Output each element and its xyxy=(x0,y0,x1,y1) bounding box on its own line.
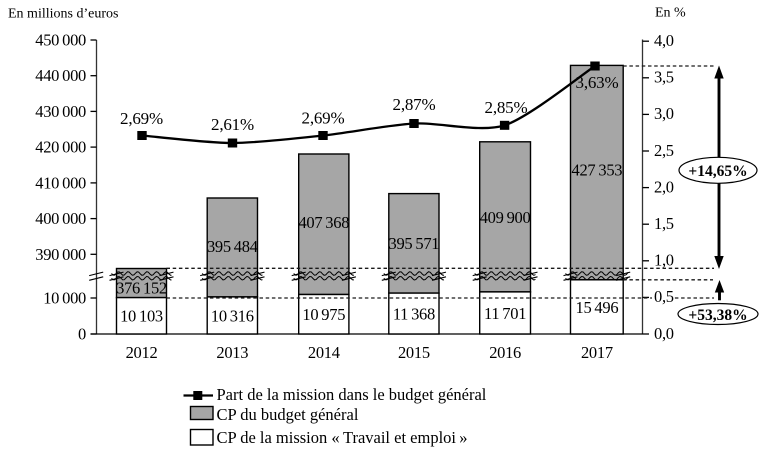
svg-text:450 000: 450 000 xyxy=(35,31,86,50)
svg-text:2,61%: 2,61% xyxy=(211,115,254,134)
svg-text:En %: En % xyxy=(655,6,686,21)
svg-text:CP de la mission « Travail et: CP de la mission « Travail et emploi » xyxy=(217,428,468,447)
svg-text:2,69%: 2,69% xyxy=(120,109,163,128)
svg-text:430 000: 430 000 xyxy=(35,102,86,121)
svg-text:4,0: 4,0 xyxy=(654,31,674,50)
svg-text:3,5: 3,5 xyxy=(654,68,674,87)
svg-text:10 103: 10 103 xyxy=(120,307,163,326)
svg-text:3,63%: 3,63% xyxy=(576,73,619,92)
svg-text:0,5: 0,5 xyxy=(654,287,674,306)
svg-text:2016: 2016 xyxy=(489,343,521,362)
svg-text:11 368: 11 368 xyxy=(393,304,435,323)
svg-text:10 316: 10 316 xyxy=(211,306,254,325)
svg-text:2015: 2015 xyxy=(398,343,430,362)
svg-text:15 496: 15 496 xyxy=(576,298,619,317)
svg-text:409 900: 409 900 xyxy=(480,208,531,227)
svg-text:427 353: 427 353 xyxy=(572,161,623,180)
svg-text:420 000: 420 000 xyxy=(35,138,86,157)
svg-text:2,0: 2,0 xyxy=(654,177,674,196)
svg-text:Part de la mission dans le bud: Part de la mission dans le budget généra… xyxy=(217,385,487,404)
svg-text:395 484: 395 484 xyxy=(207,237,258,256)
svg-text:400 000: 400 000 xyxy=(35,209,86,228)
svg-text:2,87%: 2,87% xyxy=(393,95,436,114)
svg-text:En millions d’euros: En millions d’euros xyxy=(8,7,118,22)
svg-text:2013: 2013 xyxy=(216,343,248,362)
svg-text:395 571: 395 571 xyxy=(389,234,440,253)
svg-text:407 368: 407 368 xyxy=(298,213,349,232)
svg-text:0: 0 xyxy=(78,325,86,344)
svg-text:10 975: 10 975 xyxy=(302,305,345,324)
svg-text:1,0: 1,0 xyxy=(654,251,674,270)
svg-text:376 152: 376 152 xyxy=(116,279,167,298)
svg-text:3,0: 3,0 xyxy=(654,104,674,123)
svg-text:2,85%: 2,85% xyxy=(485,98,528,117)
svg-text:10 000: 10 000 xyxy=(43,289,86,308)
svg-text:0,0: 0,0 xyxy=(654,324,674,343)
svg-text:2,5: 2,5 xyxy=(654,141,674,160)
svg-text:CP du budget général: CP du budget général xyxy=(217,405,359,424)
svg-text:+14,65%: +14,65% xyxy=(688,163,747,180)
svg-text:1,5: 1,5 xyxy=(654,214,674,233)
svg-text:2014: 2014 xyxy=(308,343,340,362)
svg-text:2,69%: 2,69% xyxy=(302,109,345,128)
svg-text:11 701: 11 701 xyxy=(484,304,526,323)
svg-text:2017: 2017 xyxy=(581,343,613,362)
svg-text:2012: 2012 xyxy=(126,343,158,362)
svg-text:410 000: 410 000 xyxy=(35,173,86,192)
svg-text:+53,38%: +53,38% xyxy=(688,307,747,324)
svg-text:390 000: 390 000 xyxy=(35,245,86,264)
svg-text:440 000: 440 000 xyxy=(35,66,86,85)
